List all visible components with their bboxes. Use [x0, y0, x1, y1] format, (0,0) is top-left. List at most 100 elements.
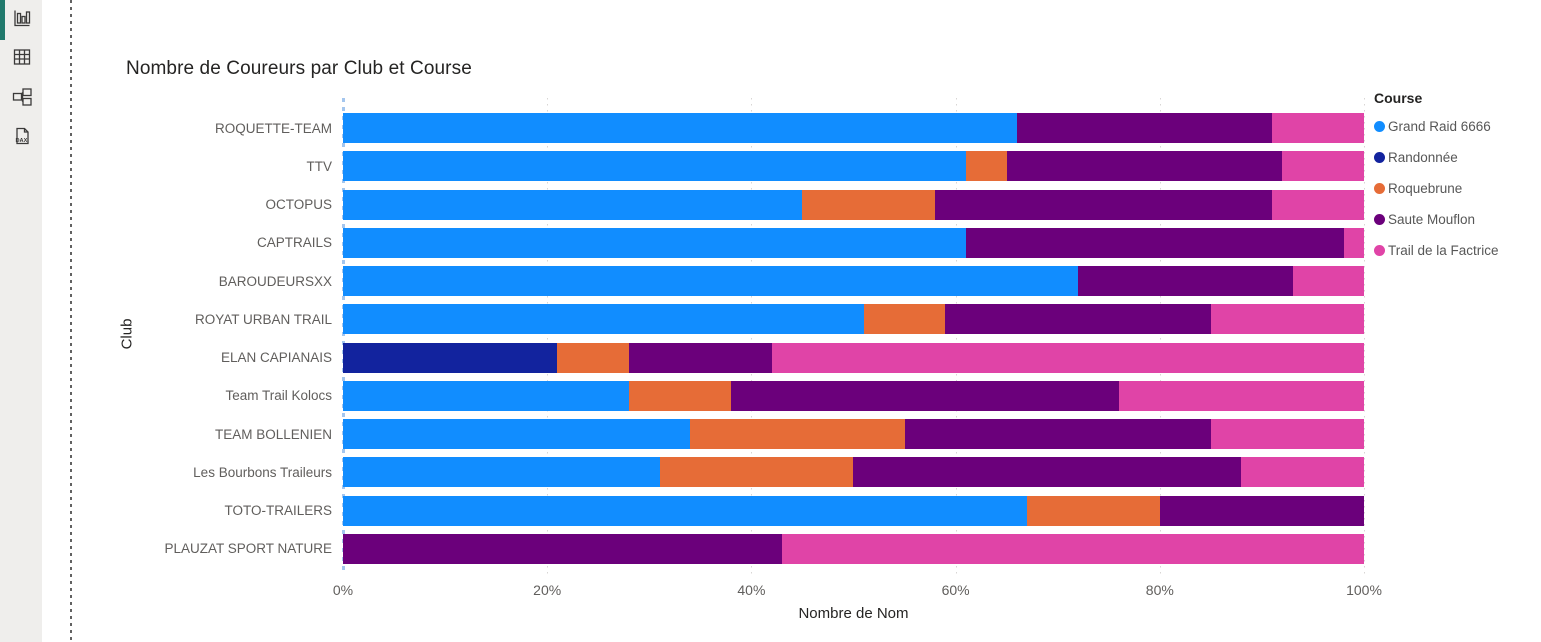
- bar-row: [343, 339, 1364, 377]
- bar-row: [343, 377, 1364, 415]
- y-axis-label: Les Bourbons Traileurs: [193, 464, 332, 480]
- bar-segment[interactable]: [1118, 380, 1364, 411]
- bar-segment[interactable]: [802, 189, 936, 220]
- bar: [343, 304, 1364, 335]
- bar-segment[interactable]: [965, 151, 1007, 182]
- bar-segment[interactable]: [782, 533, 1364, 564]
- bar-segment[interactable]: [1343, 227, 1364, 258]
- bar-segment[interactable]: [628, 380, 731, 411]
- bar-segment[interactable]: [343, 151, 966, 182]
- bar-segment[interactable]: [343, 266, 1079, 297]
- bar: [343, 113, 1364, 144]
- bar-segment[interactable]: [343, 304, 864, 335]
- bar: [343, 457, 1364, 488]
- bar-segment[interactable]: [1272, 113, 1364, 144]
- legend-item-label: Saute Mouflon: [1388, 212, 1476, 227]
- bar-row: [343, 186, 1364, 224]
- bar: [343, 151, 1364, 182]
- bar-segment[interactable]: [863, 304, 946, 335]
- legend: Course Grand Raid 6666 Randonnée Roquebrun…: [1374, 90, 1540, 266]
- model-view-button[interactable]: [8, 84, 36, 112]
- x-tick-label: 100%: [1346, 582, 1382, 598]
- y-axis-label: TOTO-TRAILERS: [224, 503, 332, 519]
- data-view-button[interactable]: [8, 44, 36, 72]
- bar-row: [343, 300, 1364, 338]
- bar-segment[interactable]: [343, 227, 966, 258]
- x-gridline: [547, 98, 549, 575]
- bar-segment[interactable]: [343, 419, 691, 450]
- legend-item[interactable]: Randonnée: [1374, 142, 1540, 173]
- bar: [343, 533, 1364, 564]
- bar-row: [343, 453, 1364, 491]
- bar-segment[interactable]: [1210, 419, 1364, 450]
- bar-row: [343, 262, 1364, 300]
- bar-segment[interactable]: [343, 380, 629, 411]
- svg-text:DAX: DAX: [16, 138, 28, 144]
- bar-segment[interactable]: [659, 457, 854, 488]
- x-axis-ticks: 0% 20% 40% 60% 80% 100%: [333, 582, 1382, 600]
- bar-segment[interactable]: [1027, 495, 1160, 526]
- legend-dot-icon: [1374, 152, 1385, 163]
- bar-segment[interactable]: [557, 342, 629, 373]
- x-tick-label: 80%: [1145, 582, 1174, 598]
- report-view-button[interactable]: [8, 5, 36, 33]
- bar-segment[interactable]: [628, 342, 772, 373]
- x-tick-label: 60%: [941, 582, 970, 598]
- bar-segment[interactable]: [343, 533, 783, 564]
- bar-segment[interactable]: [965, 227, 1344, 258]
- bar-segment[interactable]: [690, 419, 905, 450]
- bar-segment[interactable]: [771, 342, 1364, 373]
- bar: [343, 380, 1364, 411]
- bar-row: [343, 415, 1364, 453]
- bar-row: [343, 530, 1364, 568]
- bar-segment[interactable]: [904, 419, 1211, 450]
- bar-segment[interactable]: [945, 304, 1211, 335]
- bar-segment[interactable]: [1210, 304, 1364, 335]
- y-axis-labels: ROQUETTE-TEAM TTV OCTOPUS CAPTRAILS BAROUDEU…: [96, 109, 332, 568]
- bar-segment[interactable]: [1272, 189, 1364, 220]
- legend-item-label: Roquebrune: [1388, 181, 1463, 196]
- bar-segment[interactable]: [1241, 457, 1364, 488]
- y-axis-label: ROYAT URBAN TRAIL: [194, 311, 332, 327]
- bar-segment[interactable]: [343, 113, 1017, 144]
- x-gridline: [1159, 98, 1161, 575]
- bar-segment[interactable]: [1016, 113, 1273, 144]
- plot-area: [342, 98, 1365, 575]
- y-axis-label: BAROUDEURSXX: [218, 273, 332, 289]
- bar-row: [343, 224, 1364, 262]
- bar-segment[interactable]: [343, 342, 558, 373]
- y-axis-line: [342, 98, 345, 575]
- legend-item[interactable]: Saute Mouflon: [1374, 204, 1540, 235]
- bar: [343, 227, 1364, 258]
- bar-segment[interactable]: [1292, 266, 1364, 297]
- bar-segment[interactable]: [935, 189, 1273, 220]
- dax-document-icon: DAX: [11, 125, 33, 150]
- bar-segment[interactable]: [1078, 266, 1293, 297]
- bar-segment[interactable]: [1282, 151, 1364, 182]
- x-gridline: [955, 98, 957, 575]
- legend-items: Grand Raid 6666 Randonnée Roquebrune Saute …: [1374, 111, 1540, 266]
- bar: [343, 419, 1364, 450]
- bar-segment[interactable]: [853, 457, 1242, 488]
- chart-title: Nombre de Coureurs par Club et Course: [126, 58, 472, 79]
- legend-item[interactable]: Trail de la Factrice: [1374, 235, 1540, 266]
- x-gridline: [751, 98, 753, 575]
- bar: [343, 495, 1364, 526]
- dax-query-view-button[interactable]: DAX: [8, 123, 36, 151]
- legend-item[interactable]: Grand Raid 6666: [1374, 111, 1540, 142]
- legend-dot-icon: [1374, 245, 1385, 256]
- bar-segment[interactable]: [343, 495, 1028, 526]
- bar-segment[interactable]: [343, 457, 660, 488]
- table-grid-icon: [11, 46, 33, 71]
- bar-segment[interactable]: [1006, 151, 1283, 182]
- bar: [343, 342, 1364, 373]
- canvas-edge-dotted-line: [70, 0, 72, 642]
- y-axis-label: TEAM BOLLENIEN: [214, 426, 332, 442]
- bar-segment[interactable]: [1159, 495, 1364, 526]
- legend-item[interactable]: Roquebrune: [1374, 173, 1540, 204]
- bar-segment[interactable]: [343, 189, 803, 220]
- y-axis-label: Team Trail Kolocs: [225, 388, 332, 404]
- bar-segment[interactable]: [730, 380, 1119, 411]
- y-axis-label: ELAN CAPIANAIS: [220, 350, 332, 366]
- view-rail: DAX: [0, 0, 42, 642]
